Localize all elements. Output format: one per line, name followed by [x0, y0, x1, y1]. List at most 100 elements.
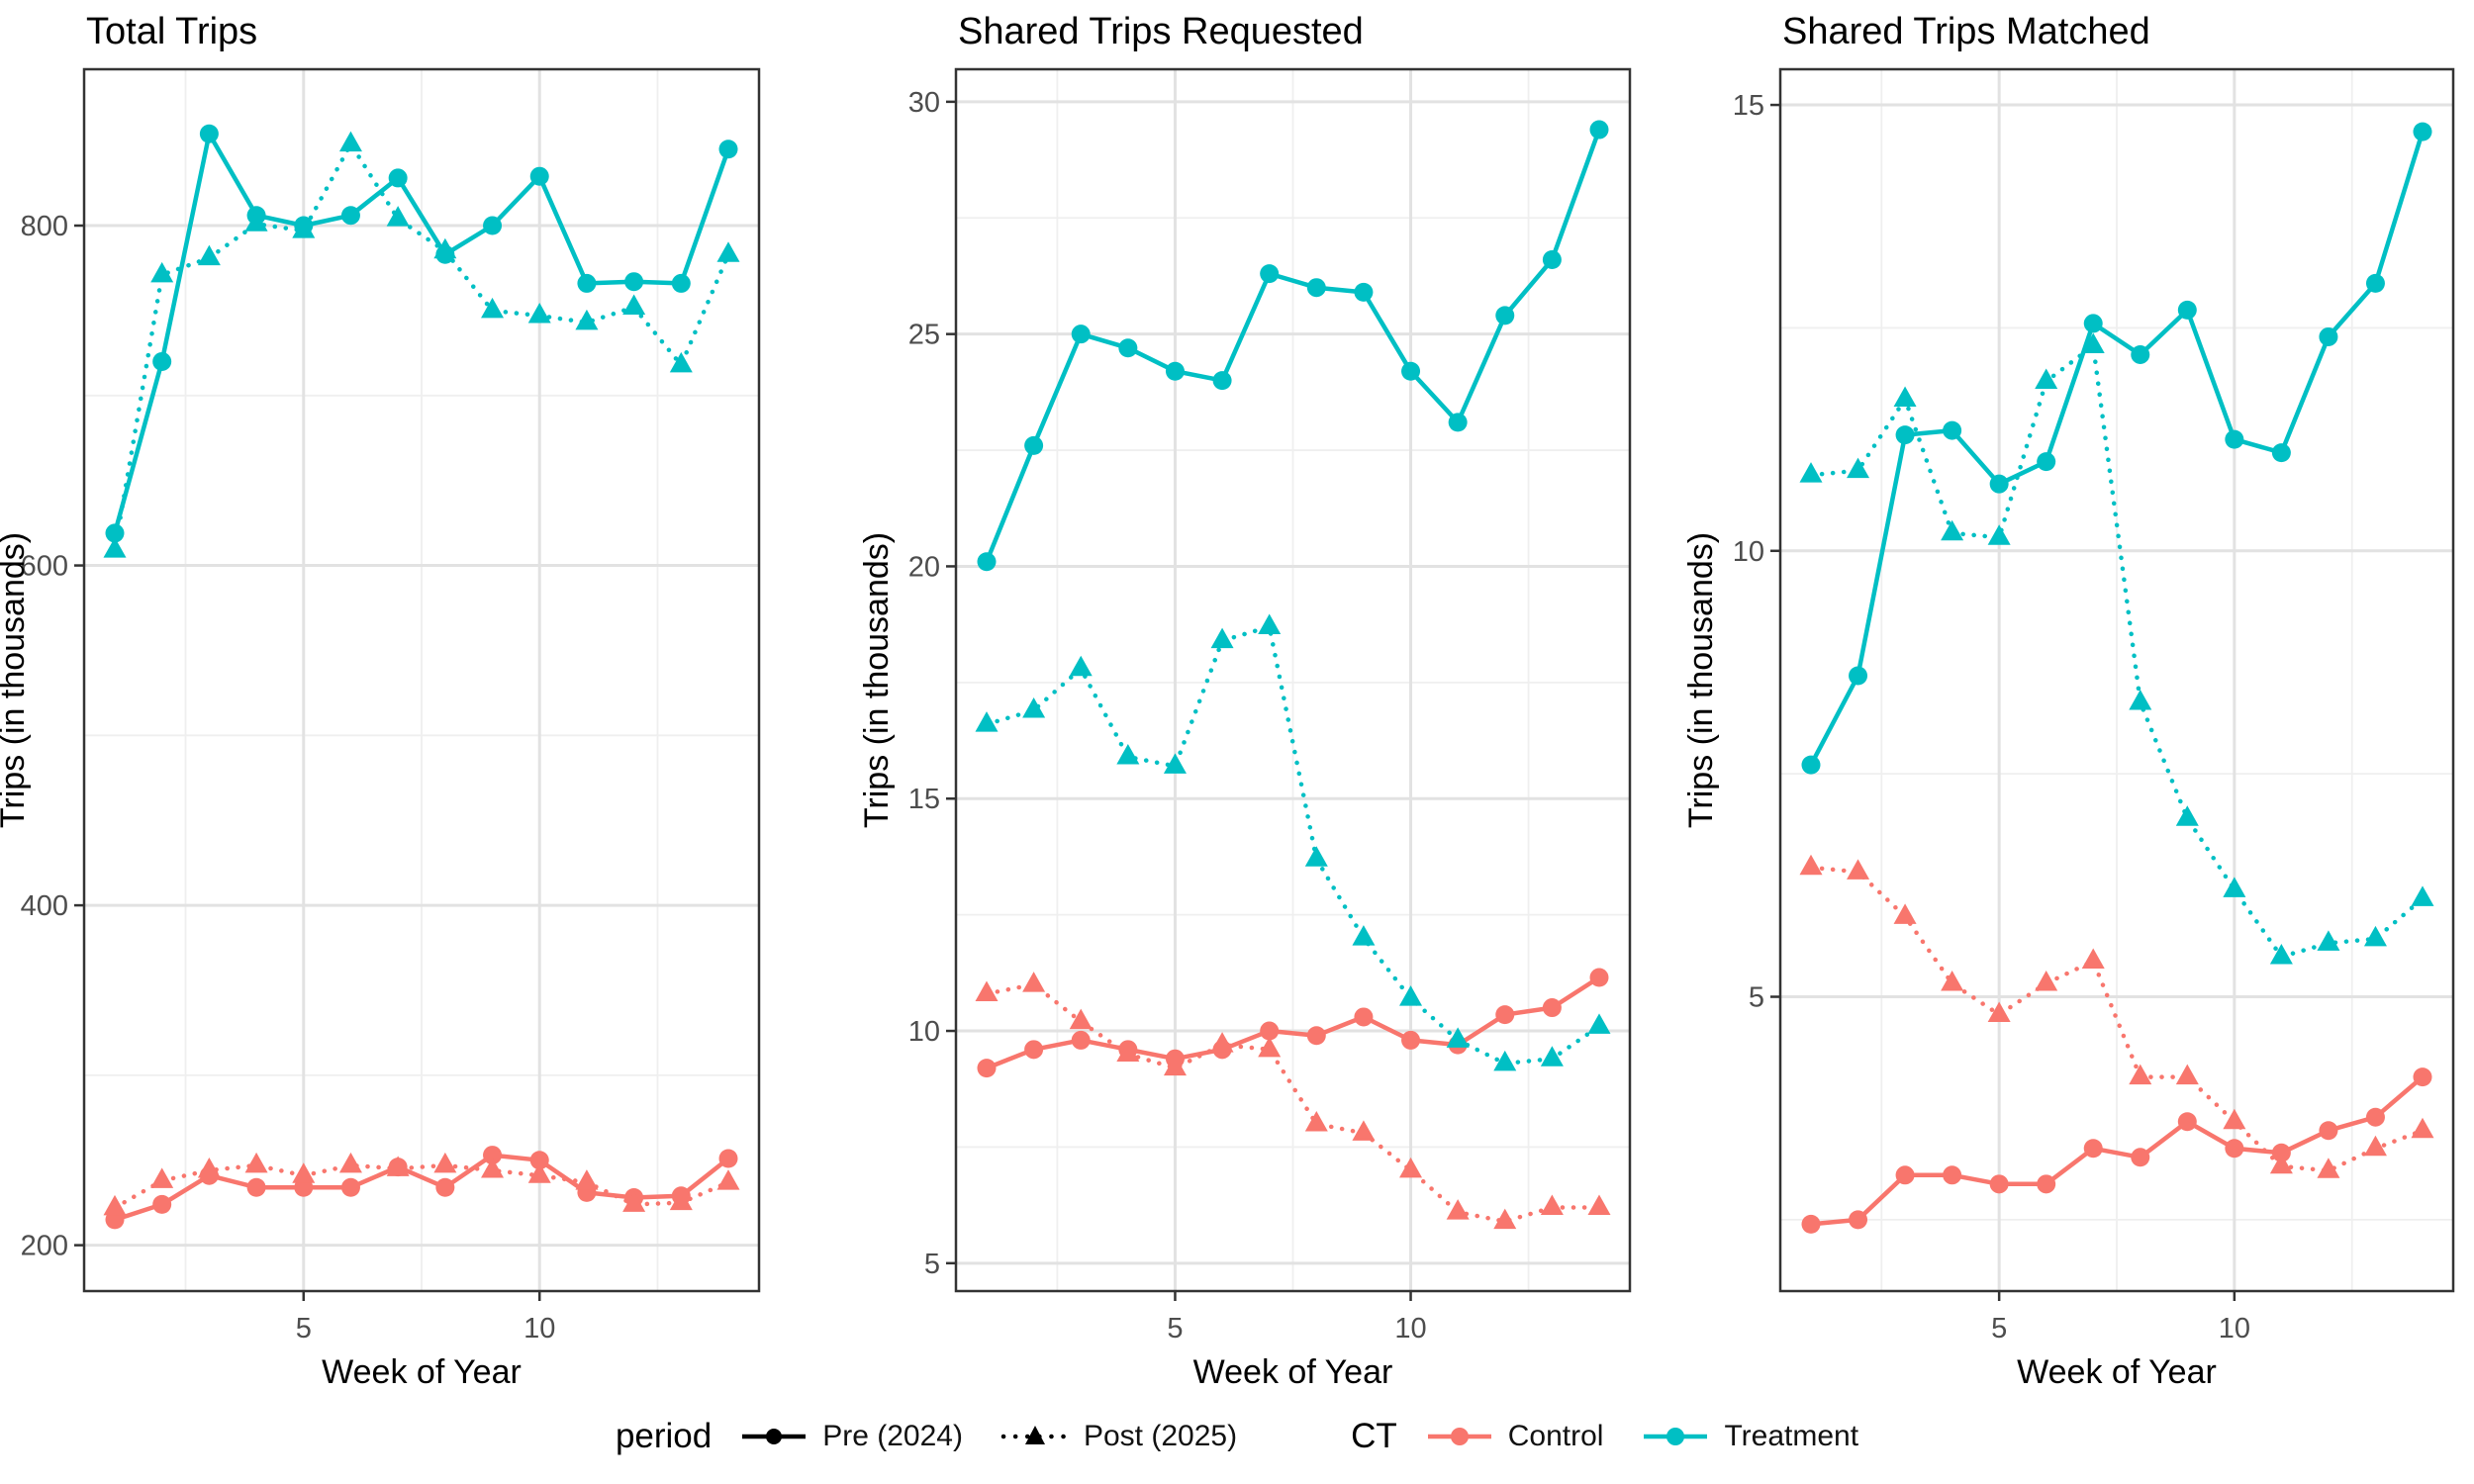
data-point-triangle	[2317, 930, 2340, 951]
data-point-triangle	[338, 1152, 362, 1173]
data-point-triangle	[1446, 1027, 1470, 1048]
data-point-triangle	[1893, 386, 1917, 408]
legend-title-period: period	[615, 1417, 713, 1455]
data-point-circle	[483, 216, 503, 235]
data-point-circle	[1589, 120, 1609, 139]
series-pre-control	[105, 1146, 738, 1230]
data-point-circle	[1071, 325, 1091, 344]
data-point-triangle	[103, 537, 127, 558]
data-point-triangle	[1210, 1032, 1234, 1053]
data-point-triangle	[338, 131, 362, 152]
data-point-triangle	[2081, 948, 2105, 969]
legend-group-period: period Pre (2024) Post (2025)	[616, 1417, 1237, 1456]
data-point-circle	[2319, 326, 2338, 346]
y-tick-label: 600	[21, 551, 68, 583]
series-post-treatment	[975, 613, 1611, 1071]
data-point-circle	[718, 139, 738, 159]
y-tick-label: 20	[908, 551, 940, 583]
x-axis-title: Week of Year	[322, 1353, 522, 1391]
data-point-triangle	[1116, 1041, 1140, 1063]
panel-border	[954, 67, 1632, 1293]
data-point-triangle	[1304, 1110, 1328, 1132]
plot-shared-trips-requested: 5 10 15 20 25 30 5 10 Shared Trips Requested Week…	[858, 11, 1632, 1391]
data-point-circle	[152, 351, 172, 371]
data-point-triangle	[433, 237, 457, 259]
panel-title: Shared Trips Matched	[1782, 11, 2150, 52]
data-point-triangle	[1304, 846, 1328, 867]
data-point-triangle	[1493, 1050, 1517, 1071]
data-point-triangle	[1258, 1036, 1282, 1058]
data-point-triangle	[2129, 1064, 2152, 1085]
y-tick-label: 10	[1733, 536, 1764, 568]
data-point-circle	[624, 272, 644, 292]
data-point-triangle	[2129, 690, 2152, 710]
data-point-triangle	[1987, 1001, 2011, 1023]
data-point-triangle	[1022, 972, 1046, 992]
data-point-triangle	[1399, 1157, 1423, 1178]
y-tick-label: 5	[924, 1249, 940, 1280]
y-tick-label: 15	[1733, 90, 1764, 122]
data-point-circle	[2083, 1139, 2103, 1159]
data-point-circle	[1212, 371, 1232, 391]
panel-total-trips: 200 400 600 800 5 10 Total Trips Week of Year Tr…	[0, 0, 824, 1391]
data-point-circle	[340, 1177, 360, 1197]
data-point-circle	[2365, 1107, 2385, 1127]
data-point-triangle	[2175, 805, 2199, 826]
data-point-triangle	[481, 297, 505, 319]
data-point-triangle	[622, 294, 646, 315]
data-point-circle	[2365, 273, 2385, 293]
data-point-circle	[718, 1149, 738, 1168]
data-point-circle	[2413, 1067, 2432, 1087]
data-point-circle	[1542, 998, 1562, 1018]
data-point-triangle	[669, 351, 693, 373]
legend-title-ct: CT	[1351, 1417, 1397, 1455]
data-point-triangle	[150, 1167, 174, 1188]
data-point-circle	[1943, 1165, 1962, 1185]
data-point-circle	[246, 1177, 266, 1197]
data-point-triangle	[1069, 1008, 1093, 1030]
series-pre-treatment	[1801, 122, 2432, 775]
plot-total-trips: 200 400 600 800 5 10 Total Trips Week of Year Tr…	[0, 11, 761, 1391]
data-point-triangle	[1847, 457, 1870, 479]
series-post-control	[103, 1152, 740, 1216]
data-point-circle	[2131, 1148, 2150, 1167]
series-pre-control	[1801, 1067, 2432, 1234]
data-point-triangle	[2411, 1117, 2434, 1139]
data-point-circle	[1895, 1165, 1915, 1185]
data-point-circle	[1306, 1026, 1326, 1046]
data-point-circle	[2131, 344, 2150, 364]
data-point-circle	[435, 1177, 455, 1197]
data-point-circle	[1024, 435, 1044, 455]
data-point-triangle	[1163, 1055, 1187, 1076]
legend: period Pre (2024) Post (2025) CT	[0, 1391, 2474, 1482]
data-point-triangle	[1258, 613, 1282, 634]
legend-item-control: Control	[1423, 1418, 1603, 1455]
y-axis-title: Trips (in thousands)	[858, 532, 896, 828]
data-point-triangle	[716, 1169, 740, 1190]
data-point-triangle	[2175, 1064, 2199, 1085]
data-point-circle	[1589, 968, 1609, 987]
x-tick-label: 5	[296, 1313, 312, 1345]
data-point-triangle	[1446, 1199, 1470, 1220]
legend-label-post: Post (2025)	[1083, 1420, 1238, 1452]
data-point-circle	[1495, 1005, 1515, 1025]
data-point-triangle	[150, 261, 174, 283]
control-line-circle-key-icon	[1427, 1428, 1491, 1445]
data-point-triangle	[292, 218, 316, 238]
x-tick-label: 10	[523, 1313, 555, 1345]
data-point-triangle	[1587, 1194, 1611, 1215]
data-point-circle	[2271, 443, 2291, 463]
data-point-circle	[2037, 1174, 2056, 1194]
data-point-circle	[1448, 413, 1468, 432]
y-tick-label: 10	[908, 1016, 940, 1048]
post-dotted-triangle-key-icon	[1000, 1426, 1070, 1444]
data-point-triangle	[1493, 1208, 1517, 1230]
data-point-triangle	[1069, 655, 1093, 677]
data-point-circle	[529, 166, 549, 186]
data-point-circle	[2225, 429, 2244, 449]
data-point-triangle	[2317, 1158, 2340, 1178]
data-point-triangle	[1987, 524, 2011, 545]
data-point-triangle	[1022, 697, 1046, 718]
panel-title: Total Trips	[86, 11, 257, 52]
